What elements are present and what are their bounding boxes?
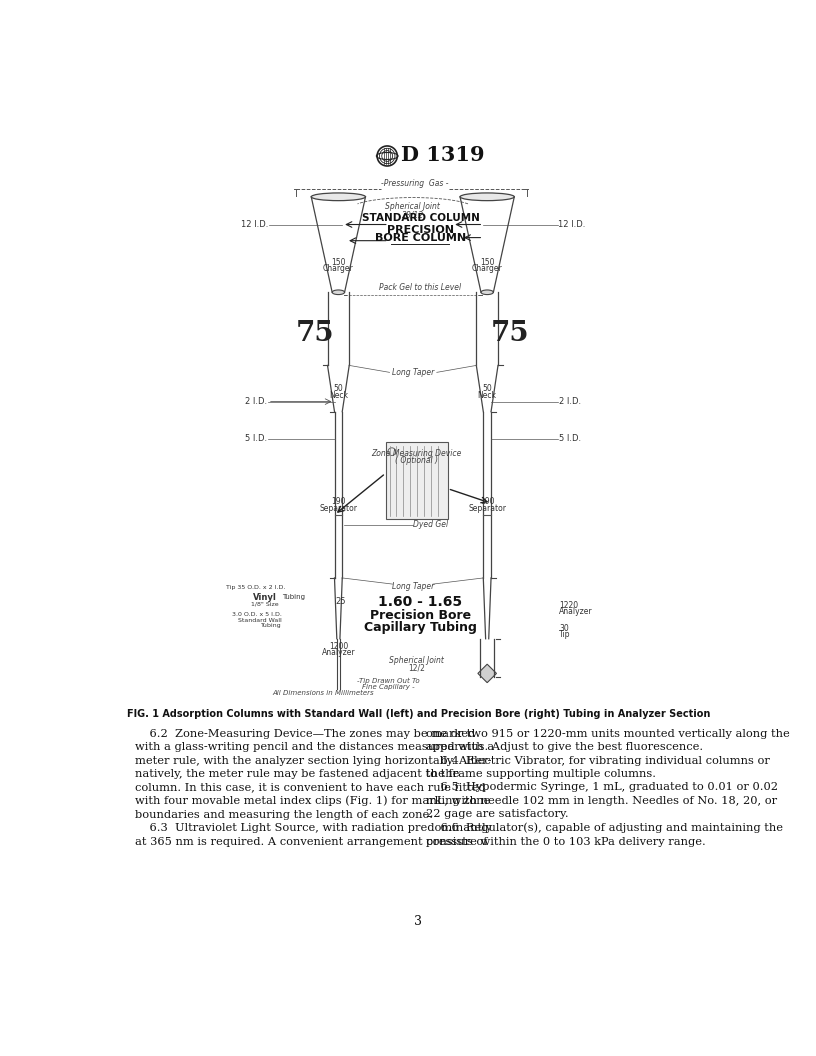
Text: one or two 915 or 1220-mm units mounted vertically along the
apparatus. Adjust t: one or two 915 or 1220-mm units mounted … — [426, 729, 790, 847]
Text: Pack Gel to this Level: Pack Gel to this Level — [379, 283, 462, 293]
Text: 12/2: 12/2 — [408, 663, 425, 673]
Text: Neck: Neck — [477, 391, 497, 400]
Ellipse shape — [481, 290, 494, 295]
Text: STANDARD COLUMN: STANDARD COLUMN — [361, 213, 480, 223]
Text: 150: 150 — [331, 259, 346, 267]
Text: 3.0 O.D. x 5 I.D.: 3.0 O.D. x 5 I.D. — [232, 612, 282, 618]
Text: -Tip Drawn Out To: -Tip Drawn Out To — [357, 678, 420, 684]
Ellipse shape — [332, 290, 344, 295]
Text: Analyzer: Analyzer — [322, 648, 355, 657]
Text: Neck: Neck — [329, 391, 348, 400]
Text: D 1319: D 1319 — [401, 146, 485, 165]
Text: FIG. 1 Adsorption Columns with Standard Wall (left) and Precision Bore (right) T: FIG. 1 Adsorption Columns with Standard … — [126, 709, 710, 719]
Text: Precision Bore: Precision Bore — [370, 609, 471, 622]
Text: 25: 25 — [335, 598, 346, 606]
Text: ( Optional ): ( Optional ) — [395, 456, 438, 466]
Text: All Dimensions in Millimeters: All Dimensions in Millimeters — [272, 690, 374, 696]
Polygon shape — [478, 664, 496, 682]
Text: Tip: Tip — [559, 630, 570, 639]
Text: Zone Measuring Device: Zone Measuring Device — [371, 450, 462, 458]
Text: Separator: Separator — [468, 504, 506, 513]
Ellipse shape — [311, 193, 366, 201]
Bar — [386, 442, 448, 520]
Text: 150: 150 — [480, 259, 494, 267]
Text: 50: 50 — [482, 384, 492, 393]
Text: Charger: Charger — [472, 264, 503, 274]
Text: Long Taper: Long Taper — [392, 367, 434, 377]
Text: 2 I.D.: 2 I.D. — [245, 397, 267, 407]
Text: Tubing: Tubing — [282, 595, 305, 601]
Text: -Pressuring  Gas -: -Pressuring Gas - — [381, 178, 449, 188]
Text: BORE COLUMN: BORE COLUMN — [375, 233, 466, 243]
Text: 75: 75 — [296, 320, 335, 346]
Text: 28/12: 28/12 — [401, 211, 424, 220]
Text: 3: 3 — [415, 914, 422, 928]
Text: Tip 35 O.D. x 2 I.D.: Tip 35 O.D. x 2 I.D. — [226, 585, 286, 590]
Text: Standard Wall: Standard Wall — [238, 618, 282, 623]
Text: 75: 75 — [491, 320, 530, 346]
Text: Tubing: Tubing — [261, 623, 282, 628]
Text: Long Taper: Long Taper — [392, 582, 434, 591]
Ellipse shape — [460, 193, 514, 201]
Text: Spherical Joint: Spherical Joint — [385, 203, 440, 211]
Text: 1200: 1200 — [329, 642, 348, 650]
Text: Vinyl: Vinyl — [253, 592, 277, 602]
Text: Spherical Joint: Spherical Joint — [389, 657, 444, 665]
Text: 2 I.D.: 2 I.D. — [559, 397, 581, 407]
Text: 1.60 - 1.65: 1.60 - 1.65 — [379, 595, 463, 609]
Text: 1220: 1220 — [559, 601, 579, 610]
Text: 190: 190 — [331, 497, 346, 506]
Text: 50: 50 — [334, 384, 344, 393]
Text: Analyzer: Analyzer — [559, 607, 593, 616]
Text: 190: 190 — [480, 497, 494, 506]
Text: 12 I.D.: 12 I.D. — [242, 220, 268, 229]
Text: 5 I.D.: 5 I.D. — [245, 434, 267, 444]
Text: Fine Capillary -: Fine Capillary - — [362, 684, 415, 691]
Text: Charger: Charger — [323, 264, 354, 274]
Text: 1/8" Size: 1/8" Size — [251, 602, 279, 606]
Text: 6.2  Zone-Measuring Device—The zones may be marked
with a glass-writing pencil a: 6.2 Zone-Measuring Device—The zones may … — [135, 729, 494, 847]
Text: 30: 30 — [559, 624, 569, 633]
Text: 5 I.D.: 5 I.D. — [559, 434, 581, 444]
Text: Capillary Tubing: Capillary Tubing — [364, 622, 477, 635]
Text: Dyed Gel: Dyed Gel — [413, 521, 448, 529]
Text: Separator: Separator — [319, 504, 357, 513]
Text: 12 I.D.: 12 I.D. — [557, 220, 585, 229]
Text: PRECISION: PRECISION — [387, 225, 454, 234]
